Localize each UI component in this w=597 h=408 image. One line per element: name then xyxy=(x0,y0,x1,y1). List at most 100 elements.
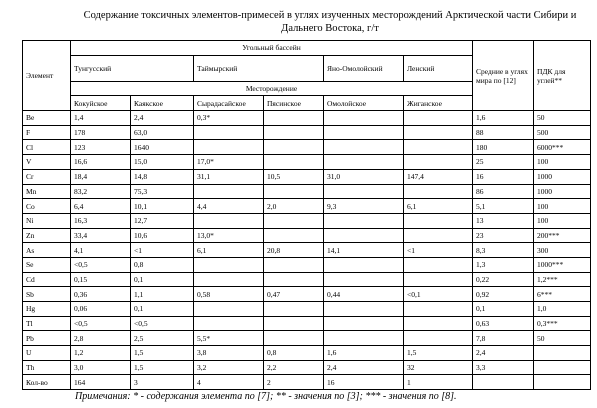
header-cell: Угольный бассейн xyxy=(69,40,474,56)
cell: 1,2 xyxy=(70,345,131,361)
cell: 1,4 xyxy=(70,110,131,126)
note: Примечания: * - содержания элемента по [… xyxy=(75,391,457,402)
cell: Co xyxy=(22,198,71,214)
cell: <0,5 xyxy=(70,256,131,273)
cell: 13,0* xyxy=(193,227,264,244)
cell: 16 xyxy=(472,168,535,185)
cell: 31,0 xyxy=(323,168,404,185)
cell: 14,8 xyxy=(130,168,194,185)
header-cell: Жиганское xyxy=(402,95,474,112)
data-row: Be 1,4 2,4 0,3* 1,6 50 xyxy=(22,110,592,126)
cell: 1000 xyxy=(533,183,592,200)
cell: 1000 xyxy=(533,168,592,185)
cell: 33,4 xyxy=(70,227,131,244)
cell: 75,3 xyxy=(130,183,194,200)
cell: 32 xyxy=(402,359,474,376)
data-row: F 178 63,0 88 500 xyxy=(22,124,592,141)
cell xyxy=(263,271,324,288)
cell xyxy=(323,183,404,200)
header-cell: Ленский xyxy=(402,54,474,82)
header-cell: Пясинское xyxy=(263,95,324,112)
cell: Sb xyxy=(22,286,71,302)
cell xyxy=(533,374,592,391)
cell: 16 xyxy=(323,374,404,391)
cell xyxy=(193,256,264,273)
cell: 6*** xyxy=(533,286,592,302)
header-cell: Таймырский xyxy=(193,54,324,82)
cell: 0,8 xyxy=(130,256,194,273)
cell: U xyxy=(22,345,71,361)
cell: 14,1 xyxy=(323,242,404,258)
cell xyxy=(323,124,404,141)
cell: 5,5* xyxy=(193,330,264,347)
cell: 8,3 xyxy=(472,242,535,258)
cell: 0,58 xyxy=(193,286,264,302)
cell: 23 xyxy=(472,227,535,244)
cell: 0,63 xyxy=(472,315,535,332)
cell: 18,4 xyxy=(70,168,131,185)
cell: 3 xyxy=(130,374,194,391)
data-row: Cr 18,4 14,8 31,1 10,5 31,0 147,4 16 1000 xyxy=(22,168,592,185)
cell: 0,1 xyxy=(472,301,535,317)
cell: 0,44 xyxy=(323,286,404,302)
cell: 0,36 xyxy=(70,286,131,302)
cell: 2,5 xyxy=(130,330,194,347)
cell: 17,0* xyxy=(193,154,264,170)
cell xyxy=(263,330,324,347)
cell: 0,47 xyxy=(263,286,324,302)
cell: Be xyxy=(22,110,71,126)
cell xyxy=(193,139,264,156)
cell: 164 xyxy=(70,374,131,391)
data-row: Se <0,5 0,8 1,3 1000*** xyxy=(22,256,592,273)
cell: 10,6 xyxy=(130,227,194,244)
header-cell: Омолойское xyxy=(323,95,404,112)
data-row: As 4,1 <1 6,1 20,8 14,1 <1 8,3 300 xyxy=(22,242,592,258)
cell: 178 xyxy=(70,124,131,141)
cell xyxy=(402,271,474,288)
cell: 100 xyxy=(533,212,592,229)
header-cell: Каякское xyxy=(130,95,194,112)
cell: 500 xyxy=(533,124,592,141)
cell: 4 xyxy=(193,374,264,391)
cell: 10,5 xyxy=(263,168,324,185)
cell: 12,7 xyxy=(130,212,194,229)
cell: Th xyxy=(22,359,71,376)
data-row: Cd 0,15 0,1 0,22 1,2*** xyxy=(22,271,592,288)
cell xyxy=(533,345,592,361)
cell: 10,1 xyxy=(130,198,194,214)
cell xyxy=(323,256,404,273)
cell: 1,0 xyxy=(533,301,592,317)
cell: 2,8 xyxy=(70,330,131,347)
cell: 6000*** xyxy=(533,139,592,156)
cell: <0,5 xyxy=(130,315,194,332)
cell xyxy=(263,154,324,170)
header-row: Элемент Угольный бассейн Средние в углях… xyxy=(22,39,592,112)
cell: 31,1 xyxy=(193,168,264,185)
cell xyxy=(402,301,474,317)
cell xyxy=(402,256,474,273)
cell: 50 xyxy=(533,110,592,126)
cell xyxy=(263,110,324,126)
cell: Hg xyxy=(22,301,71,317)
cell: 1000*** xyxy=(533,256,592,273)
data-row: Co 6,4 10,1 4,4 2,0 9,3 6,1 5,1 100 xyxy=(22,198,592,214)
cell: V xyxy=(22,154,71,170)
cell: 83,2 xyxy=(70,183,131,200)
header-cell: Сырадасайское xyxy=(193,95,264,112)
cell: 16,6 xyxy=(70,154,131,170)
cell: 9,3 xyxy=(323,198,404,214)
data-row: Cl 123 1640 180 6000*** xyxy=(22,139,592,156)
header-cell: Яно-Омолойский xyxy=(323,54,404,82)
cell: 180 xyxy=(472,139,535,156)
cell xyxy=(323,301,404,317)
cell xyxy=(263,301,324,317)
cell xyxy=(263,256,324,273)
table: Элемент Угольный бассейн Средние в углях… xyxy=(22,39,592,391)
cell: 6,1 xyxy=(402,198,474,214)
cell: Ni xyxy=(22,212,71,229)
data-row: Th 3,0 1,5 3,2 2,2 2,4 32 3,3 xyxy=(22,359,592,376)
cell xyxy=(193,124,264,141)
header-cell: ПДК для углей** xyxy=(533,39,592,112)
cell: 2,4 xyxy=(130,110,194,126)
